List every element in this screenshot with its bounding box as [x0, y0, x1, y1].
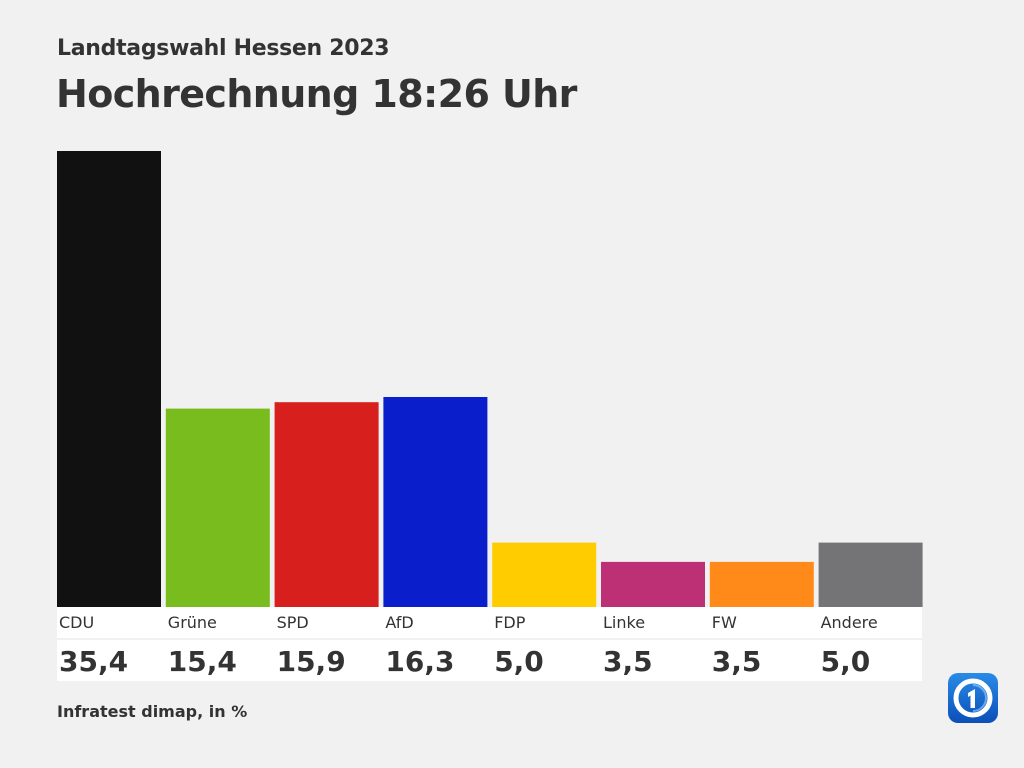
- chart-title: Hochrechnung 18:26 Uhr: [56, 72, 577, 116]
- party-label-fdp: FDP: [494, 613, 526, 632]
- party-label-cdu: CDU: [59, 613, 94, 632]
- bar-fw: [709, 561, 814, 607]
- bar-cdu: [57, 151, 161, 607]
- bar-spd: [274, 402, 379, 607]
- bar-fdp: [492, 542, 597, 607]
- party-value-gr-ne: 15,4: [168, 645, 237, 678]
- party-label-afd: AfD: [385, 613, 413, 632]
- bar-gr-ne: [165, 408, 270, 607]
- chart-subtitle: Landtagswahl Hessen 2023: [57, 36, 390, 61]
- party-value-fdp: 5,0: [494, 645, 544, 678]
- source-note: Infratest dimap, in %: [57, 702, 248, 721]
- party-value-cdu: 35,4: [59, 645, 128, 678]
- party-label-linke: Linke: [603, 613, 645, 632]
- party-label-gr-ne: Grüne: [168, 613, 217, 632]
- party-value-fw: 3,5: [712, 645, 762, 678]
- party-value-afd: 16,3: [385, 645, 454, 678]
- bars-group: [57, 151, 923, 607]
- party-values-group: 35,4 15,4 15,9 16,3 5,0 3,5 3,5 5,0: [59, 645, 870, 678]
- party-value-strip: [57, 640, 922, 681]
- party-label-strip: [57, 607, 922, 638]
- party-value-andere: 5,0: [821, 645, 871, 678]
- bar-chart: CDU Grüne SPD AfD FDP Linke FW Andere 35,4 15,4 1…: [57, 151, 923, 678]
- bar-afd: [383, 397, 488, 607]
- party-labels-group: CDU Grüne SPD AfD FDP Linke FW Andere: [59, 613, 878, 632]
- party-value-spd: 15,9: [277, 645, 346, 678]
- bar-linke: [601, 561, 705, 607]
- party-label-spd: SPD: [277, 613, 309, 632]
- party-label-fw: FW: [712, 613, 737, 632]
- bar-andere: [818, 542, 923, 607]
- party-label-andere: Andere: [821, 613, 878, 632]
- party-value-linke: 3,5: [603, 645, 653, 678]
- ard-logo-icon[interactable]: [947, 672, 999, 724]
